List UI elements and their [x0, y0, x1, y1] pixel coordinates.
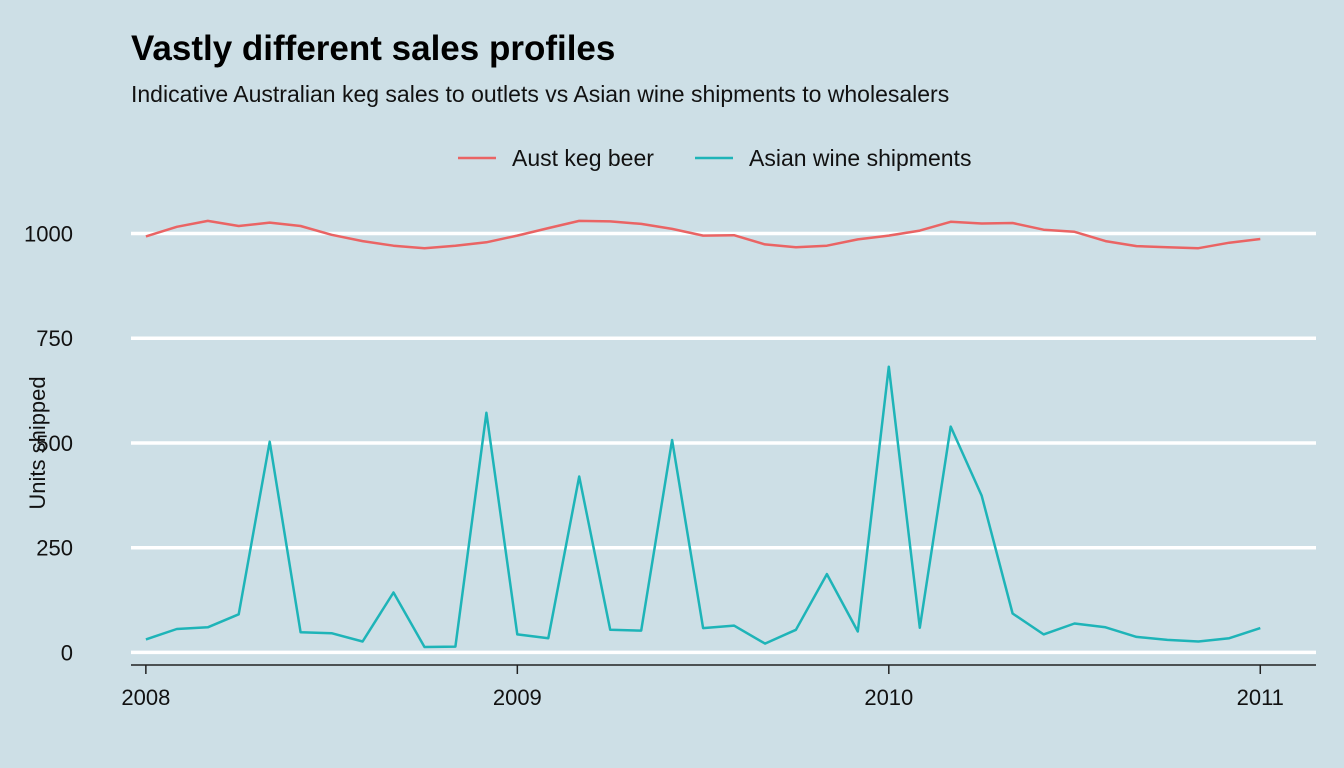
y-tick-label: 1000: [24, 222, 73, 247]
x-tick-label: 2009: [493, 685, 542, 710]
x-tick-label: 2010: [864, 685, 913, 710]
series-line-aust-keg-beer: [145, 219, 1261, 250]
legend: Aust keg beer Asian wine shipments: [458, 145, 971, 171]
y-axis-title: Units shipped: [25, 376, 50, 509]
x-tick-label: 2008: [121, 685, 170, 710]
y-tick-label: 250: [36, 536, 73, 561]
y-tick-label: 750: [36, 326, 73, 351]
series-lines: [145, 219, 1261, 649]
legend-label-aust-keg-beer: Aust keg beer: [512, 145, 654, 171]
y-axis: 0 250 500 750 1000: [24, 222, 73, 666]
chart-title: Vastly different sales profiles: [131, 29, 615, 68]
x-tick-label: 2011: [1237, 685, 1284, 710]
chart-subtitle: Indicative Australian keg sales to outle…: [131, 81, 949, 107]
series-line-asian-wine-shipments: [145, 365, 1261, 649]
y-tick-label: 0: [61, 640, 73, 665]
y-tick-label: 500: [36, 431, 73, 456]
x-axis: 2008 2009 2010 2011: [121, 665, 1284, 710]
gridlines: [131, 231, 1316, 655]
legend-label-asian-wine-shipments: Asian wine shipments: [749, 145, 971, 171]
